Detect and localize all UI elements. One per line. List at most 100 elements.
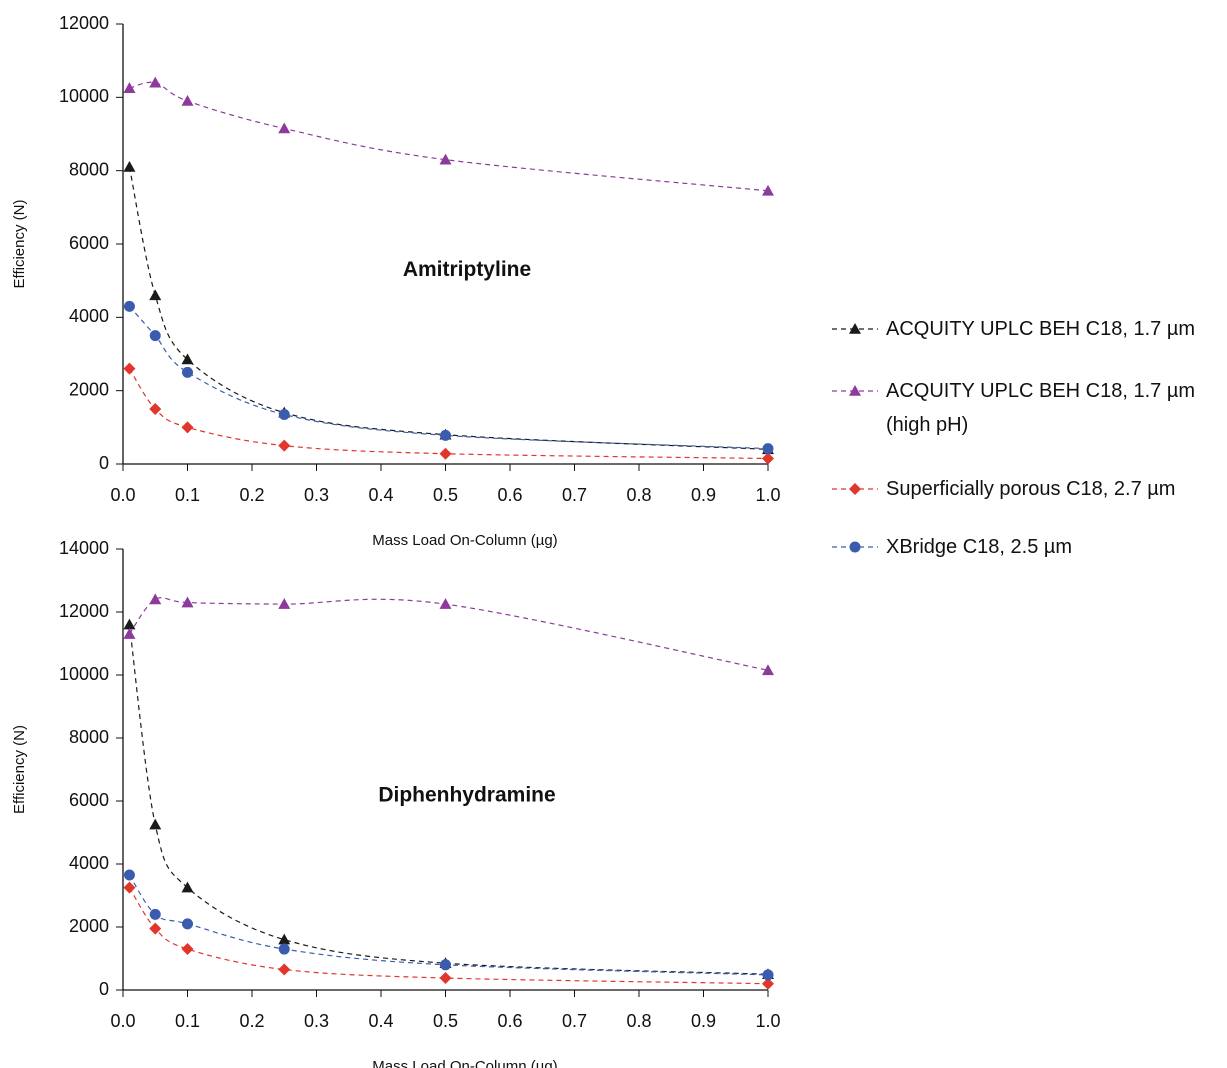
y-tick-label: 4000 — [69, 306, 109, 326]
marker — [439, 972, 452, 985]
y-tick-label: 12000 — [59, 13, 109, 33]
legend-symbol — [832, 541, 878, 553]
y-tick-label: 8000 — [69, 159, 109, 179]
x-tick-label: 0.3 — [304, 1011, 329, 1031]
series-line — [128, 166, 769, 450]
x-tick-label: 0.2 — [239, 1011, 264, 1031]
marker — [849, 483, 861, 495]
y-axis-label: Efficiency (N) — [11, 725, 28, 814]
y-tick-label: 6000 — [69, 233, 109, 253]
marker — [181, 421, 194, 434]
x-tick-label: 0.1 — [175, 485, 200, 505]
marker — [149, 922, 162, 935]
x-tick-label: 0.0 — [110, 1011, 135, 1031]
marker — [849, 323, 861, 334]
x-tick-label: 0.1 — [175, 1011, 200, 1031]
marker — [149, 289, 162, 301]
series-line — [128, 596, 769, 671]
marker — [439, 598, 452, 609]
marker — [439, 447, 452, 460]
legend-symbol — [832, 385, 878, 396]
x-tick-label: 0.6 — [497, 485, 522, 505]
legend-label: ACQUITY UPLC BEH C18, 1.7 µm — [886, 318, 1196, 340]
x-tick-label: 0.7 — [562, 485, 587, 505]
marker — [762, 443, 774, 455]
marker — [149, 593, 162, 605]
marker — [278, 122, 291, 134]
x-tick-label: 0.2 — [239, 485, 264, 505]
marker — [278, 933, 291, 945]
marker — [149, 330, 161, 342]
marker — [278, 963, 291, 976]
marker — [123, 869, 135, 881]
legend-item: ACQUITY UPLC BEH C18, 1.7 µm (high pH) — [830, 374, 1222, 442]
marker — [149, 818, 162, 830]
marker — [149, 76, 162, 88]
marker — [278, 598, 291, 609]
marker — [278, 439, 291, 452]
legend-item: Superficially porous C18, 2.7 µm — [830, 472, 1222, 506]
marker — [181, 596, 194, 608]
marker — [849, 385, 861, 396]
y-tick-label: 2000 — [69, 379, 109, 399]
marker — [440, 959, 451, 971]
x-axis-label: Mass Load On-Column (µg) — [372, 532, 557, 549]
x-tick-label: 0.8 — [626, 485, 651, 505]
marker — [762, 452, 774, 465]
x-tick-label: 0.5 — [433, 1011, 458, 1031]
x-tick-label: 1.0 — [755, 485, 780, 505]
marker — [278, 409, 290, 420]
marker — [123, 82, 136, 93]
legend-symbol — [832, 483, 878, 495]
marker — [181, 943, 194, 956]
y-tick-label: 6000 — [69, 790, 109, 810]
x-tick-label: 0.9 — [691, 485, 716, 505]
y-tick-label: 12000 — [59, 601, 109, 621]
annotation: Diphenhydramine — [378, 784, 555, 807]
legend-symbol — [832, 323, 878, 334]
y-tick-label: 10000 — [59, 86, 109, 106]
marker — [123, 161, 136, 172]
legend-label: Superficially porous C18, 2.7 µm — [886, 478, 1176, 500]
x-tick-label: 0.9 — [691, 1011, 716, 1031]
x-tick-label: 0.7 — [562, 1011, 587, 1031]
marker — [149, 908, 161, 920]
y-axis-label: Efficiency (N) — [11, 200, 28, 289]
marker — [181, 353, 194, 365]
y-tick-label: 14000 — [59, 538, 109, 558]
marker — [849, 541, 861, 553]
marker — [123, 628, 136, 639]
x-tick-label: 0.8 — [626, 1011, 651, 1031]
x-tick-label: 0.4 — [368, 1011, 393, 1031]
y-tick-label: 4000 — [69, 853, 109, 873]
x-tick-label: 1.0 — [755, 1011, 780, 1031]
y-tick-label: 2000 — [69, 916, 109, 936]
marker — [762, 977, 774, 990]
x-tick-label: 0.0 — [110, 485, 135, 505]
legend-label: XBridge C18, 2.5 µm — [886, 536, 1073, 558]
legend: ACQUITY UPLC BEH C18, 1.7 µm ACQUITY UPLC… — [830, 312, 1222, 564]
x-tick-label: 0.5 — [433, 485, 458, 505]
y-tick-label: 8000 — [69, 727, 109, 747]
series-line — [128, 305, 769, 450]
marker — [762, 969, 774, 981]
marker — [123, 881, 136, 894]
x-tick-label: 0.4 — [368, 485, 393, 505]
marker — [123, 362, 136, 375]
annotation: Amitriptyline — [403, 258, 531, 281]
y-tick-label: 10000 — [59, 664, 109, 684]
marker — [123, 618, 136, 630]
marker — [440, 429, 451, 441]
legend-item: ACQUITY UPLC BEH C18, 1.7 µm — [830, 312, 1222, 346]
legend-label: ACQUITY UPLC BEH C18, 1.7 µm (high pH) — [886, 380, 1196, 436]
marker — [149, 403, 162, 415]
marker — [439, 153, 452, 165]
marker — [182, 366, 193, 378]
marker — [762, 184, 774, 196]
marker — [123, 300, 135, 312]
marker — [182, 918, 193, 930]
x-tick-label: 0.3 — [304, 485, 329, 505]
series-line — [128, 624, 769, 975]
y-tick-label: 0 — [99, 979, 109, 999]
